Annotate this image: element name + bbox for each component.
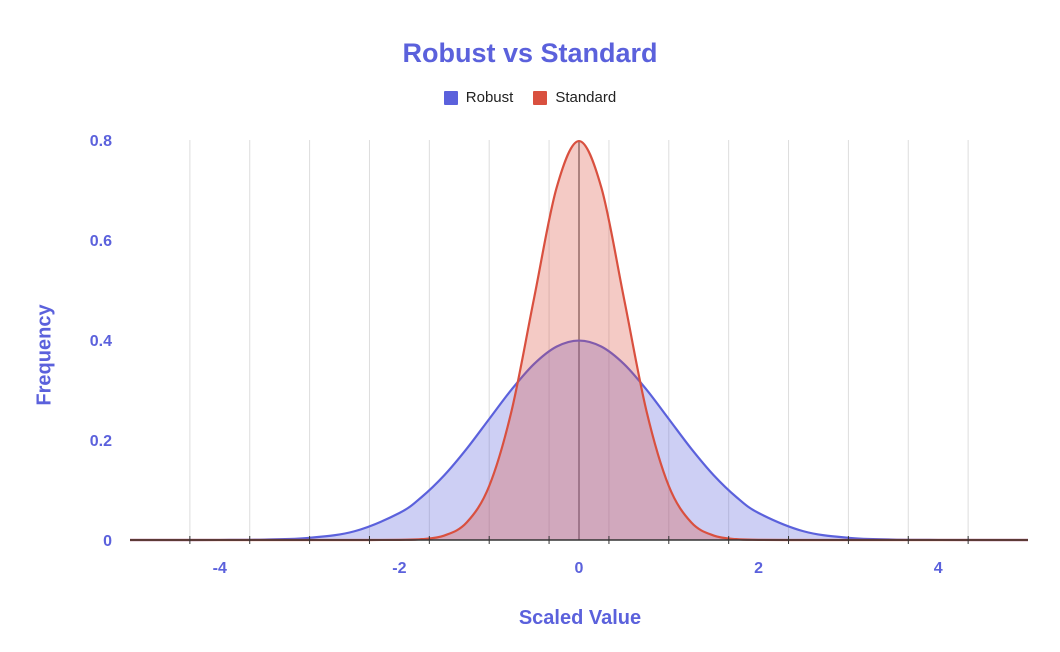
x-tick-label: -4 <box>213 560 227 577</box>
line-robust <box>129 339 1029 542</box>
x-axis-label: Scaled Value <box>518 607 642 629</box>
y-tick-label: 0.8 <box>90 133 112 150</box>
y-tick-label: 0.6 <box>90 233 112 250</box>
y-axis-label: Frequency <box>33 304 56 406</box>
y-tick-label: 0 <box>103 533 112 550</box>
legend: Robust Standard <box>0 89 1060 106</box>
y-tick-label: 0.4 <box>90 333 112 350</box>
x-tick-label: 0 <box>575 560 584 577</box>
x-tick-label: -2 <box>392 560 406 577</box>
legend-swatch-robust <box>443 90 458 105</box>
area-standard <box>130 141 1028 541</box>
y-tick-label: 0.2 <box>90 433 112 450</box>
area-robust <box>130 340 1028 541</box>
chart-title: Robust vs Standard <box>402 38 658 68</box>
legend-label-standard: Standard <box>555 89 617 106</box>
legend-item-robust[interactable]: Robust <box>443 89 514 106</box>
legend-swatch-standard <box>533 90 548 105</box>
x-tick-label: 2 <box>754 560 763 577</box>
legend-label-robust: Robust <box>465 89 514 106</box>
legend-item-standard[interactable]: Standard <box>533 89 616 106</box>
x-tick-label: 4 <box>934 560 943 577</box>
